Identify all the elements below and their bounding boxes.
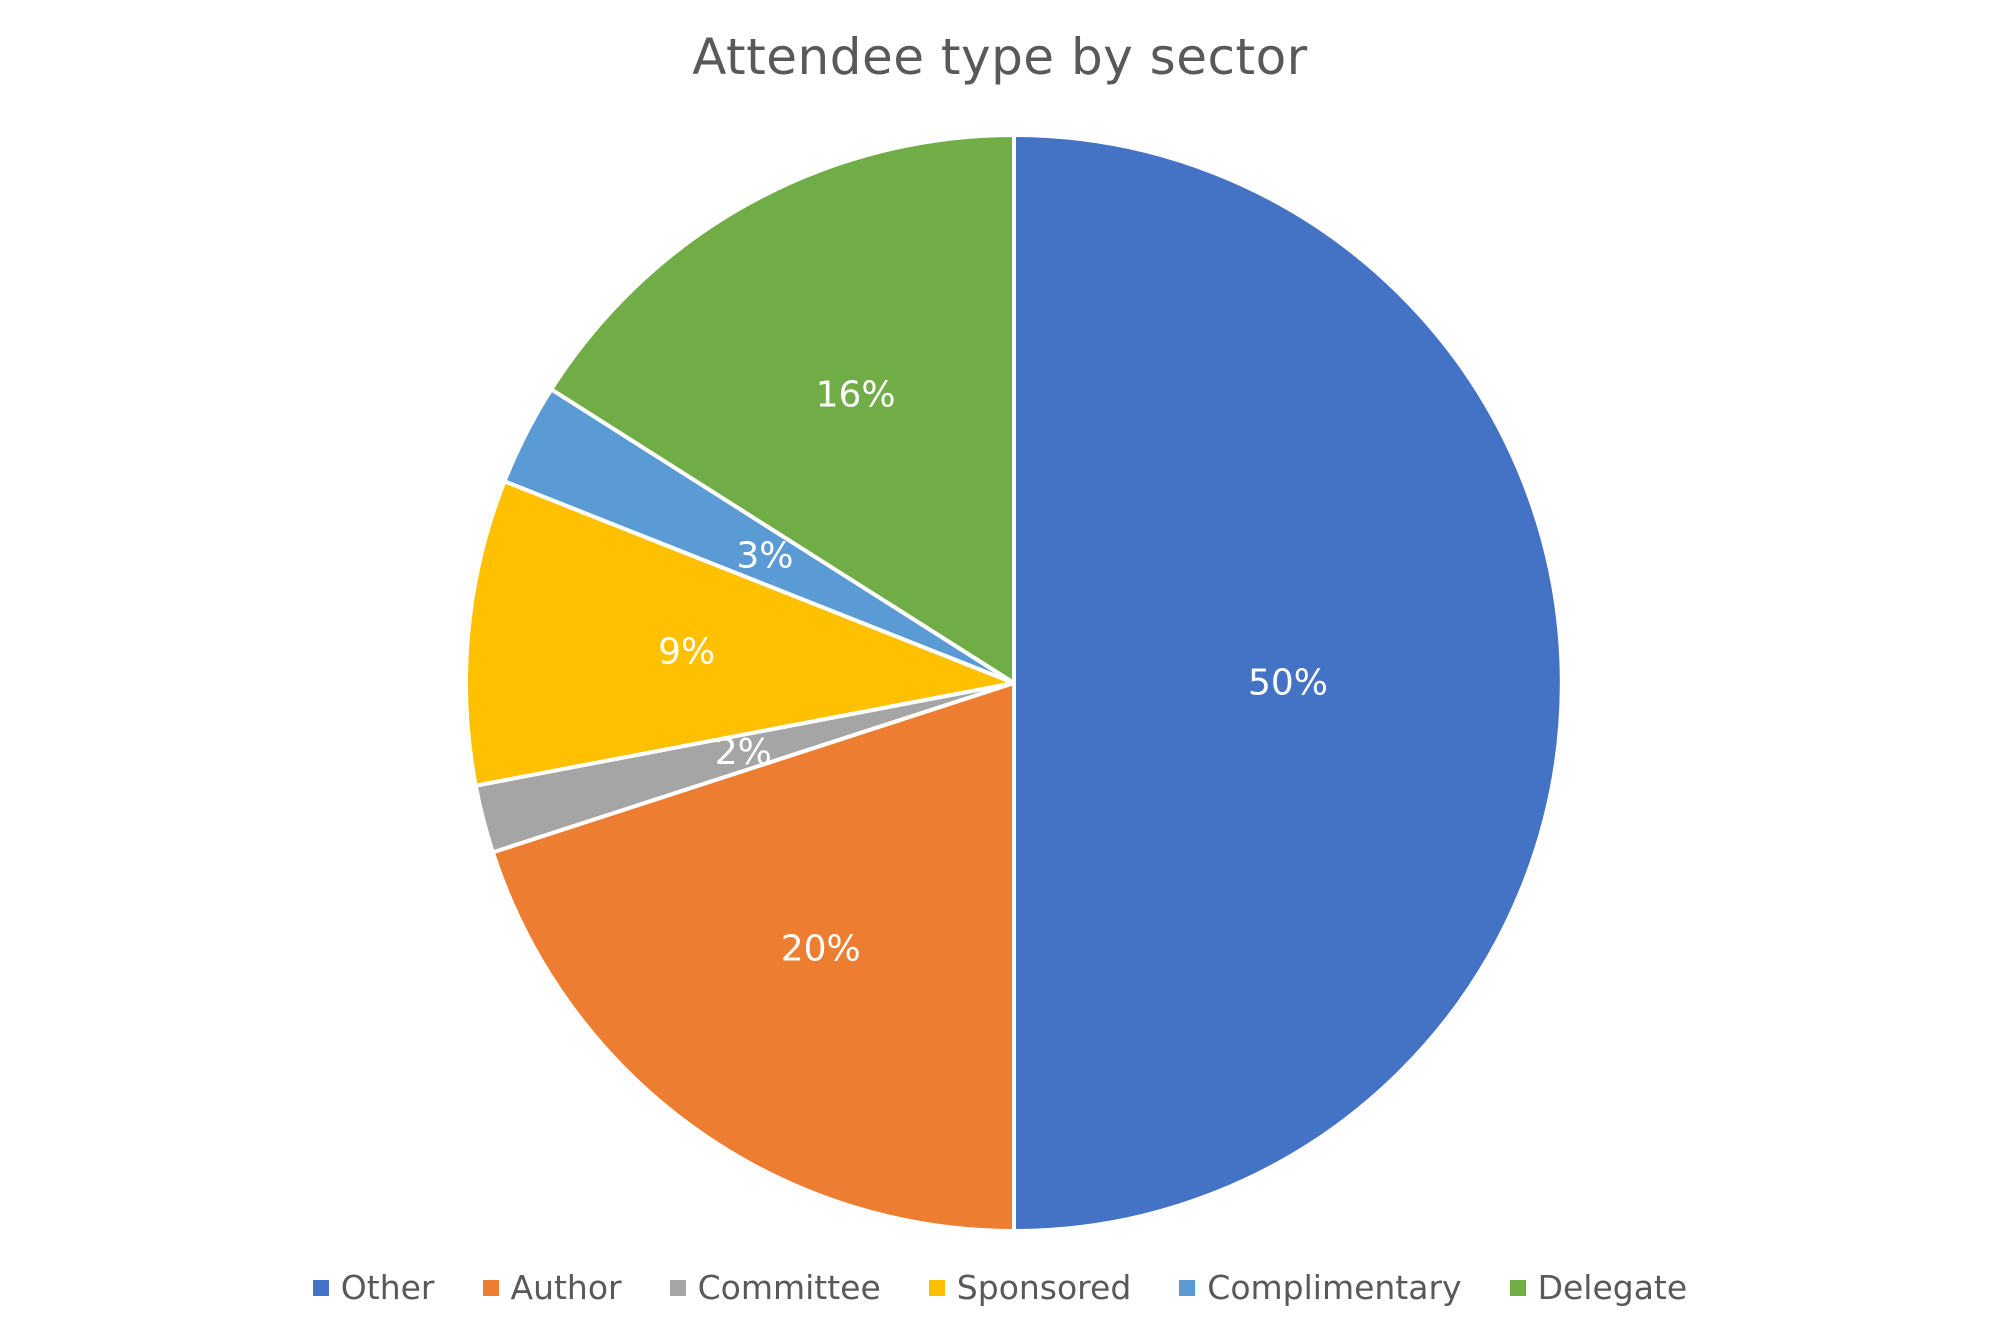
data-label-author: 20% xyxy=(781,929,861,970)
legend-label-committee: Committee xyxy=(697,1268,881,1307)
legend-label-complimentary: Complimentary xyxy=(1207,1268,1462,1307)
pie-slice-other xyxy=(1012,133,1564,1233)
chart-title: Attendee type by sector xyxy=(692,28,1308,86)
pie-slice-sponsored xyxy=(464,479,1016,788)
legend-swatch-author xyxy=(482,1279,499,1296)
legend-item-delegate: Delegate xyxy=(1509,1268,1688,1307)
data-label-delegate: 16% xyxy=(816,374,896,415)
legend-item-committee: Committee xyxy=(669,1268,881,1307)
legend-swatch-delegate xyxy=(1509,1279,1526,1296)
data-label-complimentary: 3% xyxy=(736,536,793,577)
legend-item-sponsored: Sponsored xyxy=(928,1268,1132,1307)
legend-swatch-complimentary xyxy=(1179,1279,1196,1296)
legend-swatch-sponsored xyxy=(928,1279,945,1296)
legend-item-other: Other xyxy=(312,1268,435,1307)
legend-item-author: Author xyxy=(482,1268,622,1307)
pie-slice-author xyxy=(490,681,1016,1233)
chart-legend: Other Author Committee Sponsored Complimenta… xyxy=(0,1268,2000,1307)
pie-slice-delegate xyxy=(549,133,1016,685)
data-label-sponsored: 9% xyxy=(658,632,715,673)
legend-label-author: Author xyxy=(510,1268,622,1307)
legend-label-other: Other xyxy=(340,1268,435,1307)
legend-swatch-committee xyxy=(669,1279,686,1296)
data-label-committee: 2% xyxy=(715,732,772,773)
legend-label-delegate: Delegate xyxy=(1537,1268,1688,1307)
data-label-other: 50% xyxy=(1248,663,1328,704)
legend-label-sponsored: Sponsored xyxy=(956,1268,1132,1307)
legend-swatch-other xyxy=(312,1279,329,1296)
legend-item-complimentary: Complimentary xyxy=(1179,1268,1462,1307)
